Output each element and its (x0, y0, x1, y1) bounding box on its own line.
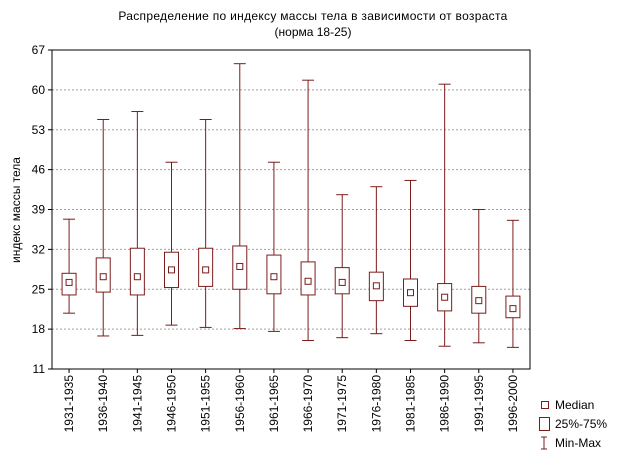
legend-label-interquartile: 25%-75% (555, 416, 608, 431)
box-group (198, 118, 214, 328)
box-group (129, 111, 145, 336)
box-group (403, 179, 418, 342)
chart-subtitle: (норма 18-25) (274, 25, 352, 39)
median-marker (304, 277, 312, 285)
y-tick-label: 67 (32, 43, 46, 57)
x-tick-label: 1991-1995 (472, 375, 486, 433)
x-tick-label: 1946-1950 (165, 375, 179, 433)
y-tick-label: 46 (32, 163, 46, 177)
x-tick-label: 1976-1980 (369, 375, 383, 433)
median-marker (99, 273, 107, 281)
legend-label-minmax: Min-Max (555, 435, 602, 450)
interquartile-box (129, 247, 145, 296)
median-marker (407, 289, 414, 297)
x-tick-label: 1986-1990 (438, 375, 452, 433)
x-tick-label: 1941-1945 (130, 375, 144, 433)
y-axis: 11 18 25 32 39 46 53 60 67 (32, 43, 52, 376)
box-group (164, 161, 179, 326)
median-marker (509, 305, 517, 313)
legend-item-interquartile: 25%-75% (538, 414, 607, 433)
legend: Median 25%-75% Min-Max (538, 395, 607, 452)
box-group (232, 63, 248, 330)
y-tick-label: 18 (32, 322, 46, 336)
y-tick-label: 11 (33, 362, 46, 376)
box-group (437, 83, 453, 347)
chart-title: Распределение по индексу массы тела в за… (118, 9, 508, 23)
box-group (95, 118, 111, 337)
y-tick-label: 53 (32, 123, 46, 137)
median-marker (270, 273, 278, 281)
y-tick-label: 25 (32, 282, 46, 296)
median-marker (372, 282, 380, 290)
x-axis: 1931-1935 1936-1940 1941-1945 1946-1950 1951… (62, 369, 520, 432)
whisker-marker-icon (538, 436, 552, 450)
y-tick-label: 60 (32, 83, 46, 97)
box-group (505, 219, 521, 348)
box-series (61, 63, 521, 348)
legend-label-median: Median (555, 397, 595, 412)
box-group (61, 218, 77, 314)
box-group (300, 79, 316, 342)
x-tick-label: 1931-1935 (62, 375, 76, 433)
x-tick-label: 1981-1985 (404, 375, 418, 433)
x-tick-label: 1956-1960 (233, 375, 247, 433)
x-tick-label: 1971-1975 (335, 375, 349, 433)
x-tick-label: 1961-1965 (267, 375, 281, 433)
x-tick-label: 1951-1955 (199, 375, 213, 433)
median-marker (475, 297, 483, 305)
box-group (266, 161, 282, 332)
median-marker (65, 278, 73, 286)
y-tick-label: 39 (32, 203, 46, 217)
x-tick-label: 1936-1940 (96, 375, 110, 433)
plot-area-frame (51, 49, 531, 370)
grid-lines (52, 89, 530, 330)
y-axis-label: индекс массы тела (9, 157, 23, 263)
legend-item-median: Median (538, 395, 607, 414)
median-marker (236, 262, 244, 270)
median-marker-icon (538, 398, 552, 412)
median-marker (441, 293, 449, 301)
median-marker (168, 266, 175, 274)
x-tick-label: 1966-1970 (301, 375, 315, 433)
median-marker (338, 278, 346, 286)
box-marker-icon (538, 416, 552, 431)
x-tick-label: 1996-2000 (506, 375, 520, 433)
median-marker (133, 273, 141, 281)
box-group (471, 209, 487, 344)
box-group (368, 186, 384, 335)
y-tick-label: 32 (32, 242, 46, 256)
box-group (334, 194, 350, 339)
median-marker (202, 266, 210, 274)
legend-item-minmax: Min-Max (538, 433, 607, 452)
